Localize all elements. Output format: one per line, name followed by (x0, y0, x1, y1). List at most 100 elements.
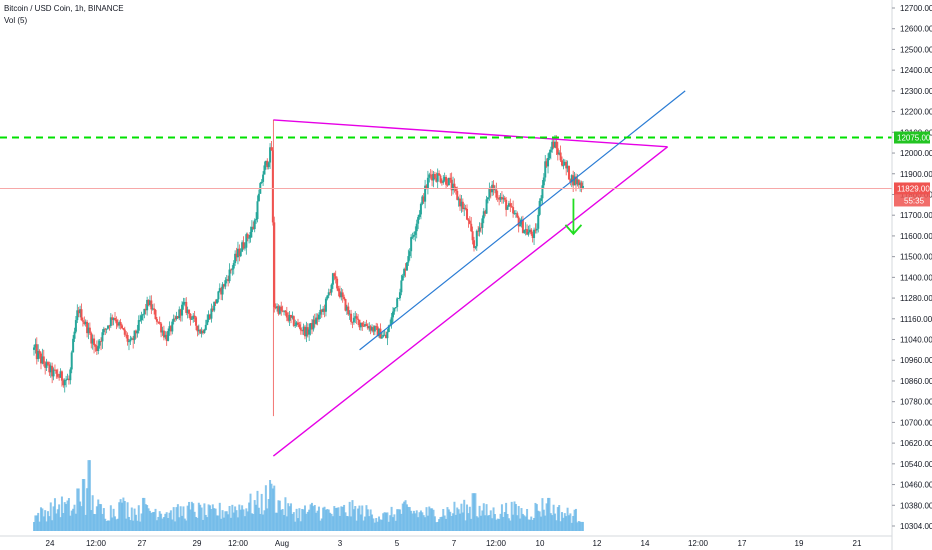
candle-body (386, 332, 388, 338)
candle-body (262, 175, 264, 182)
candle-body (231, 268, 233, 269)
candle-body (455, 187, 457, 191)
candle-body (129, 340, 131, 342)
candle-body (410, 237, 412, 251)
candle-body (519, 225, 521, 227)
candle-body (512, 207, 514, 213)
candle-body (244, 248, 246, 249)
candle-body (392, 312, 394, 318)
candle-body (205, 325, 207, 330)
x-tick-label: 27 (138, 539, 147, 548)
candle-body (284, 311, 286, 313)
y-tick-label: 10540.00 (900, 460, 932, 469)
x-tick-label: 5 (395, 539, 400, 548)
candle-body (445, 177, 447, 185)
candle-body (55, 370, 57, 374)
candle-body (294, 325, 296, 326)
triangle-lower-line (273, 147, 667, 456)
x-tick-label: Aug (275, 539, 289, 548)
candle-body (393, 308, 395, 312)
candle-body (297, 322, 299, 324)
candle-body (94, 345, 96, 347)
candle-body (516, 213, 518, 217)
candle-body (270, 147, 272, 150)
candle-body (356, 316, 358, 318)
candle-body (106, 329, 108, 330)
candle-body (402, 276, 404, 281)
chart-legend: Bitcoin / USD Coin, 1h, BINANCE Vol (5) (4, 3, 124, 27)
candle-body (353, 318, 355, 323)
candle-body (456, 191, 458, 200)
triangle-upper-line (273, 120, 667, 147)
candle-body (156, 319, 158, 322)
candle-body (268, 163, 270, 168)
candle-body (407, 256, 409, 262)
candle-body (75, 320, 77, 332)
candle-body (442, 180, 444, 182)
candle-body (400, 280, 402, 292)
x-tick-label: 24 (46, 539, 55, 548)
volume-bars (33, 460, 584, 531)
candle-body (342, 292, 344, 296)
candle-body (537, 215, 539, 229)
y-tick-label: 10380.00 (900, 501, 932, 510)
y-tick-label: 12500.00 (900, 45, 932, 54)
candle-body (256, 201, 258, 219)
y-tick-label: 10700.00 (900, 418, 932, 427)
candle-body (398, 298, 400, 299)
candle-body (343, 297, 345, 299)
y-tick-label: 10620.00 (900, 439, 932, 448)
x-tick-label: 19 (795, 539, 804, 548)
candle-body (331, 285, 333, 293)
candle-body (318, 315, 320, 320)
candle-body (150, 300, 152, 309)
candle-body (325, 299, 327, 312)
x-tick-label: 21 (853, 539, 862, 548)
candle-body (250, 232, 252, 238)
green-level-tag-label: 12075.00 (897, 134, 931, 143)
candle-body (453, 184, 455, 187)
candle-body (533, 230, 535, 238)
candle-body (258, 194, 260, 201)
candle-body (357, 319, 359, 320)
candle-body (347, 307, 349, 315)
candle-body (555, 142, 557, 149)
x-tick-label: 7 (452, 539, 457, 548)
candle-body (413, 235, 415, 237)
candle-body (361, 323, 363, 326)
candle-body (467, 220, 469, 221)
x-tick-label: 12 (593, 539, 602, 548)
candle-body (136, 331, 138, 334)
candle-body (139, 320, 141, 321)
candle-body (427, 178, 429, 188)
x-tick-label: 12:00 (86, 539, 107, 548)
candle-body (74, 332, 76, 339)
candle-body (374, 326, 376, 331)
y-tick-label: 12200.00 (900, 108, 932, 117)
candle-body (336, 279, 338, 289)
candle-body (469, 221, 471, 224)
candle-body (247, 234, 249, 238)
candle-body (523, 230, 525, 233)
volume-bar (582, 522, 584, 531)
countdown-tag-label: 55:35 (904, 196, 925, 205)
candle-body (240, 252, 242, 257)
candle-body (511, 206, 513, 207)
y-tick-label: 12000.00 (900, 149, 932, 158)
candle-body (363, 326, 365, 327)
y-tick-label: 10960.00 (900, 356, 932, 365)
candle-body (568, 166, 570, 180)
candle-body (191, 319, 193, 320)
candle-body (248, 238, 250, 239)
candle-body (438, 173, 440, 175)
candle-body (280, 307, 282, 311)
candle-body (293, 316, 295, 326)
candle-body (124, 330, 126, 335)
candle-body (53, 370, 55, 377)
candle-body (548, 152, 550, 158)
candle-body (493, 185, 495, 190)
last-price-tag-label: 11829.00 (897, 184, 930, 193)
y-tick-label: 12600.00 (900, 25, 932, 34)
